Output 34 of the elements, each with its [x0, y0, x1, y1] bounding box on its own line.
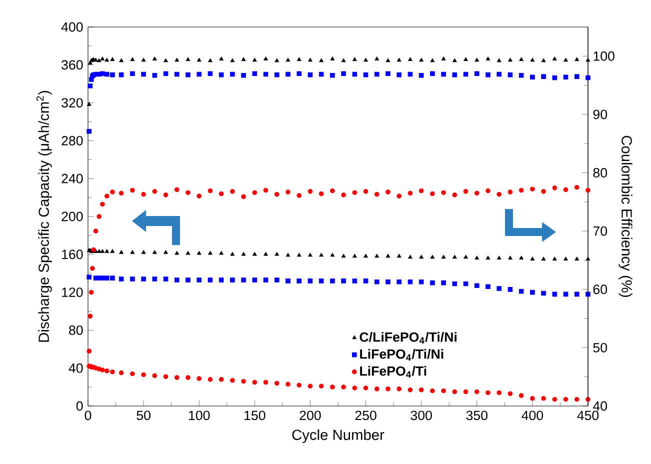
y-tick-label: 280 — [62, 136, 83, 146]
x-tick-label: 50 — [136, 410, 150, 420]
x-tick-label: 300 — [410, 410, 432, 420]
y-tick-label: 240 — [62, 174, 83, 184]
y-tick-label: 400 — [61, 22, 83, 32]
x-tick-label: 350 — [466, 410, 488, 420]
x-tick-label: 100 — [189, 410, 210, 420]
y-tick-label: 0 — [76, 401, 83, 411]
y-tick-label: 320 — [62, 98, 83, 108]
y-tick-label: 360 — [62, 60, 83, 70]
x-tick-label: 150 — [244, 410, 266, 420]
y-tick-label: 80 — [69, 325, 83, 335]
y-tick-label: 40 — [68, 363, 83, 373]
y-axis-title: Discharge Specific Capacity (μAh/cm$^{2}$) — [36, 90, 52, 342]
y2-tick-label: 50 — [593, 342, 608, 352]
y-tick-label: 200 — [62, 212, 83, 222]
legend-label: LiFePO$_{4}$/Ti — [360, 366, 426, 378]
y-tick-label: 160 — [62, 250, 83, 260]
legend-label: LiFePO$_{4}$/Ti/Ni — [360, 348, 444, 361]
y2-axis-title: Coulombic Efficiency (%) — [618, 136, 632, 297]
x-tick-label: 400 — [522, 410, 544, 420]
x-tick-label: 250 — [355, 410, 376, 420]
x-tick-label: 0 — [84, 410, 92, 420]
y2-tick-label: 80 — [593, 168, 608, 178]
y-tick-label: 120 — [62, 288, 83, 298]
y2-tick-label: 40 — [593, 401, 608, 411]
legend-label: C/LiFePO$_{4}$/Ti/Ni — [360, 332, 456, 344]
y2-tick-label: 60 — [593, 284, 608, 294]
x-tick-label: 200 — [300, 410, 321, 420]
y2-tick-label: 70 — [593, 226, 608, 236]
y2-tick-label: 90 — [593, 110, 608, 120]
y2-tick-label: 100 — [594, 51, 614, 61]
x-axis-title: Cycle Number — [292, 429, 384, 443]
x-tick-label: 450 — [577, 410, 599, 420]
